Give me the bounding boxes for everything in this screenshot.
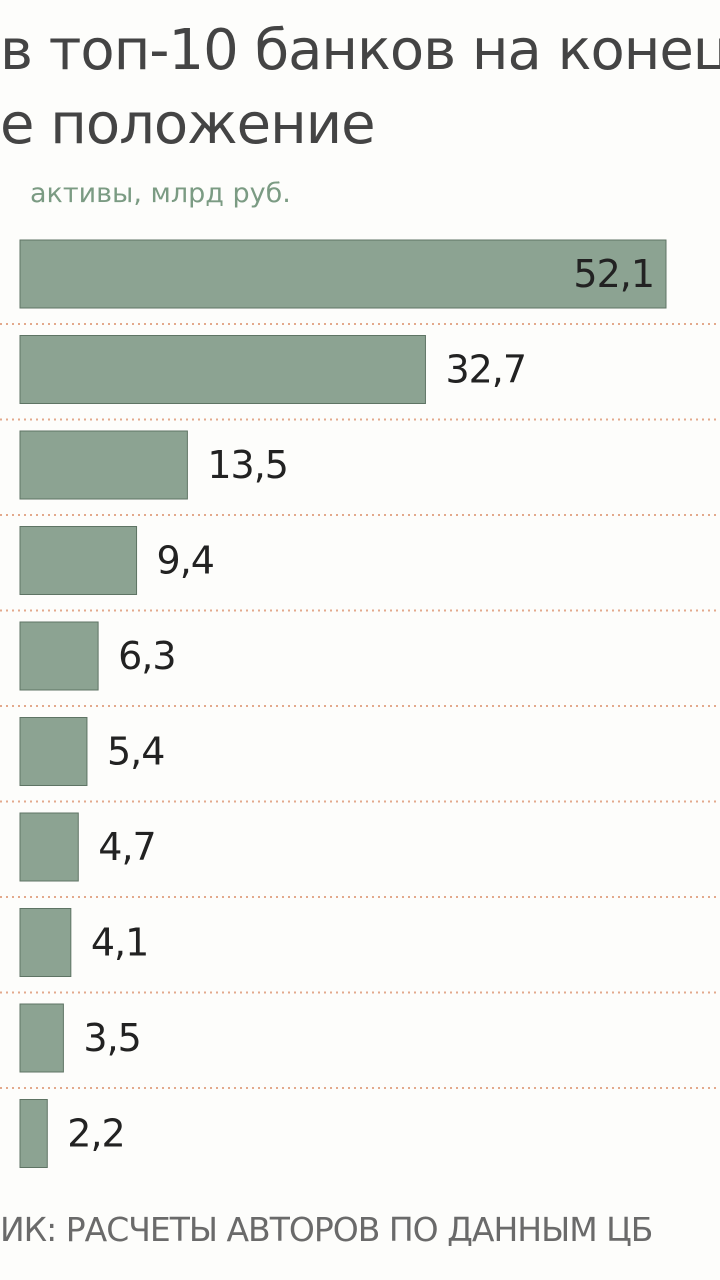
bar — [19, 717, 88, 786]
bar-chart: 52,1 32,7 13,5 9,4 6,3 5,4 4,7 4,1 3,5 2,2 — [0, 239, 720, 1168]
bar — [19, 239, 667, 309]
bar-value-label: 5,4 — [107, 730, 164, 774]
bar-value-label: 9,4 — [157, 539, 214, 583]
chart-title-line-1: в топ-10 банков на конец — [0, 18, 720, 83]
source-note: ИК: РАСЧЕТЫ АВТОРОВ ПО ДАННЫМ ЦБ — [0, 1210, 653, 1249]
bar — [19, 335, 426, 404]
units-label: активы, млрд руб. — [30, 178, 291, 209]
bar — [19, 812, 79, 882]
bar — [19, 1099, 48, 1168]
bar-value-label: 52,1 — [573, 252, 654, 296]
bar — [19, 621, 99, 691]
bar-value-label: 4,7 — [98, 825, 155, 869]
bar-value-label: 3,5 — [83, 1016, 140, 1060]
bar-value-label: 2,2 — [67, 1112, 124, 1156]
bar-value-label: 4,1 — [91, 921, 148, 965]
bar — [19, 1003, 64, 1073]
bar — [19, 430, 188, 500]
chart-title-line-2: е положение — [0, 92, 376, 157]
bar-value-label: 32,7 — [445, 348, 526, 392]
bar-value-label: 13,5 — [207, 443, 288, 487]
bar — [19, 908, 72, 977]
bar — [19, 526, 138, 595]
bar-value-label: 6,3 — [118, 634, 175, 678]
